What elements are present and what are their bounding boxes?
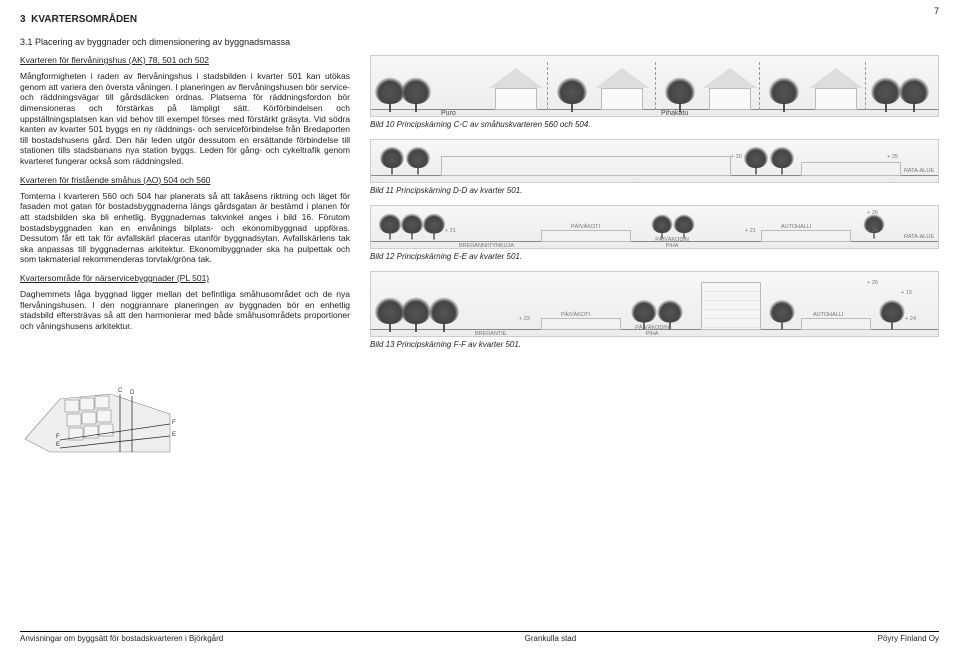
fig12-lv24: + 24 <box>867 228 878 234</box>
fig12-lv21a: + 21 <box>445 228 456 234</box>
page-number: 7 <box>934 6 939 16</box>
figure-10-image: Puro Pihakatu <box>370 55 939 117</box>
section-number: 3 <box>20 14 26 25</box>
figure-12-caption: Bild 12 Principskärning E-E av kvarter 5… <box>370 252 939 261</box>
svg-text:F: F <box>56 434 60 440</box>
section-heading: 3 KVARTERSOMRÅDEN <box>20 14 939 25</box>
siteplan-sketch: CD FE FE CD <box>20 344 180 454</box>
fig13-lv24: + 24 <box>905 316 916 322</box>
subsection-number: 3.1 <box>20 37 33 47</box>
subheading-a: Kvarteren för flervåningshus (AK) 78, 50… <box>20 55 350 65</box>
paragraph-c: Daghemmets låga byggnad ligger mellan de… <box>20 289 350 332</box>
fig12-lv21b: + 21 <box>745 228 756 234</box>
section-title-text: KVARTERSOMRÅDEN <box>31 14 137 25</box>
footer-left: Anvisningar om byggsätt för bostadskvart… <box>20 634 223 643</box>
fig13-bredantie: BREDANTIE <box>475 331 506 337</box>
footer-center: Grankulla stad <box>525 634 577 643</box>
subsection-title-text: Placering av byggnader och dimensionerin… <box>35 37 290 47</box>
figure-11-caption: Bild 11 Principskärning D-D av kvarter 5… <box>370 186 939 195</box>
svg-text:E: E <box>172 432 176 438</box>
figure-12-image: BREDANNIITYNKUJA PÄIVÄKOTI PÄIVÄKODIN PI… <box>370 205 939 249</box>
fig13-lv15: + 15 <box>901 290 912 296</box>
paragraph-b: Tomterna i kvarteren 560 och 504 har pla… <box>20 191 350 265</box>
fig11-level-20: + 20 <box>731 154 742 160</box>
fig12-bredan: BREDANNIITYNKUJA <box>459 243 514 249</box>
page-footer: Anvisningar om byggsätt för bostadskvart… <box>20 631 939 643</box>
figure-13-caption: Bild 13 Principskärning F-F av kvarter 5… <box>370 340 939 349</box>
fig12-lv26: + 26 <box>867 210 878 216</box>
figure-13: BREDANTIE PÄIVÄKOTI PÄIVÄKODIN PIHA AUTO… <box>370 271 939 349</box>
fig13-lv26: + 26 <box>867 280 878 286</box>
figure-10: Puro Pihakatu Bild 10 Principskärning C-… <box>370 55 939 129</box>
figure-10-caption: Bild 10 Principskärning C-C av småhuskva… <box>370 120 939 129</box>
fig13-lv23: + 23 <box>519 316 530 322</box>
svg-text:E: E <box>56 442 60 448</box>
fig13-paivakoti: PÄIVÄKOTI <box>561 312 590 318</box>
figure-13-image: BREDANTIE PÄIVÄKOTI PÄIVÄKODIN PIHA AUTO… <box>370 271 939 337</box>
fig10-label-left: Puro <box>441 110 456 117</box>
subheading-c: Kvartersområde för närservicebyggnader (… <box>20 273 350 283</box>
footer-right: Pöyry Finland Oy <box>878 634 939 643</box>
svg-text:D: D <box>130 390 135 396</box>
figure-11: + 20 + 25 RATA-ALUE Bild 11 Principskärn… <box>370 139 939 195</box>
left-column: Kvarteren för flervåningshus (AK) 78, 50… <box>20 55 350 456</box>
fig12-paivakoti: PÄIVÄKOTI <box>571 224 600 230</box>
subsection-heading: 3.1 Placering av byggnader och dimension… <box>20 37 939 47</box>
fig13-autohalli: AUTOHALLI <box>813 312 843 318</box>
fig11-level-25: + 25 <box>887 154 898 160</box>
right-column: Puro Pihakatu Bild 10 Principskärning C-… <box>370 55 939 456</box>
figure-12: BREDANNIITYNKUJA PÄIVÄKOTI PÄIVÄKODIN PI… <box>370 205 939 261</box>
subheading-b: Kvarteren för fristående småhus (AO) 504… <box>20 175 350 185</box>
fig10-label-right: Pihakatu <box>661 110 688 117</box>
fig13-piha: PÄIVÄKODIN PIHA <box>631 325 673 337</box>
fig12-autohalli: AUTOHALLI <box>781 224 811 230</box>
svg-text:F: F <box>172 420 176 426</box>
paragraph-a: Mångformigheten i raden av flervåningshu… <box>20 71 350 167</box>
svg-text:C: C <box>118 388 123 394</box>
fig12-piha: PÄIVÄKODIN PIHA <box>651 237 693 249</box>
fig11-rata: RATA-ALUE <box>904 168 934 174</box>
fig12-rata: RATA-ALUE <box>904 234 934 240</box>
figure-11-image: + 20 + 25 RATA-ALUE <box>370 139 939 183</box>
